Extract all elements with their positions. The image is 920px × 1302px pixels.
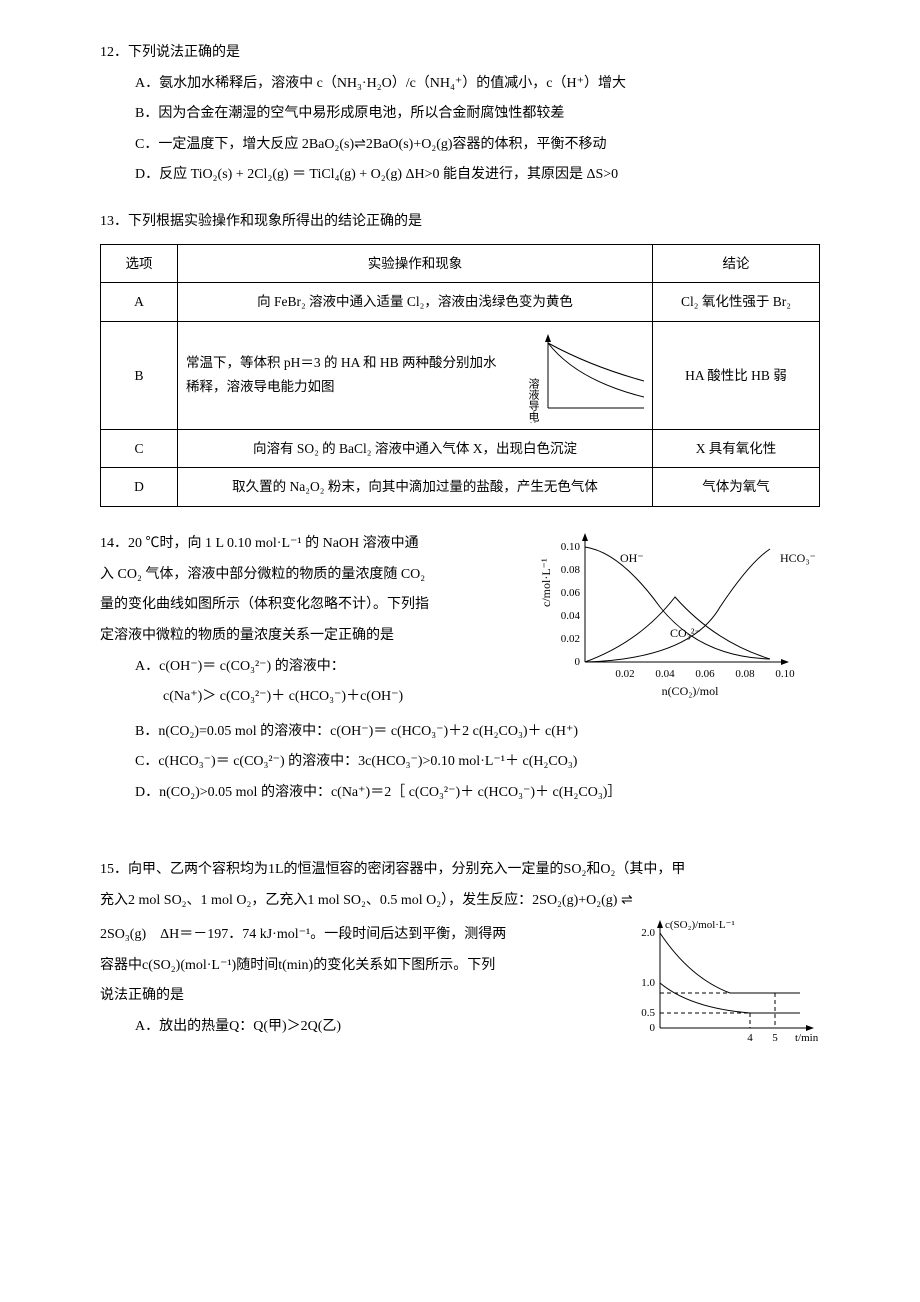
ytick-0: 0 [650,1022,656,1034]
q14-line1: 14．20 ℃时，向 1 L 0.10 mol·L⁻¹ 的 NaOH 溶液中通 [100,531,530,558]
q13-stem-text: 下列根据实验操作和现象所得出的结论正确的是 [128,214,422,229]
th-operation: 实验操作和现象 [178,244,653,283]
ha-curve [548,343,644,388]
cell-a-res: Cl₂ 氧化性强于 Br₂ [653,283,820,322]
x-label: n(CO₂)/mol [662,684,720,698]
q14-line3: 量的变化曲线如图所示（体积变化忽略不计）。下列指 [100,592,530,619]
question-15: 15．向甲、乙两个容积均为1L的恒温恒容的密闭容器中，分别充入一定量的SO₂和O… [100,857,820,1053]
q15-chart: 0 0.5 1.0 2.0 4 5 t/min c(SO₂)/mol·L⁻¹ [620,918,820,1053]
q12-number: 12． [100,45,128,60]
hco3-label: HCO₃⁻ [780,551,816,565]
cell-b-key: B [101,321,178,429]
xtick-5: 0.10 [775,668,795,680]
ytick-1: 1.0 [641,977,655,989]
table-row: C 向溶有 SO₂ 的 BaCl₂ 溶液中通入气体 X，出现白色沉淀 X 具有氧… [101,429,820,468]
hco3-curve [585,549,770,662]
q14-number: 14． [100,536,128,551]
q15-line3: 2SO₃(g) ΔH＝－197．74 kJ·mol⁻¹。一段时间后达到平衡，测得… [100,922,610,949]
xtick-4: 4 [747,1032,753,1044]
th-conclusion: 结论 [653,244,820,283]
cell-d-key: D [101,468,178,507]
cell-a-op: 向 FeBr₂ 溶液中通入适量 Cl₂，溶液由浅绿色变为黄色 [178,283,653,322]
y-arrow-icon [545,334,551,342]
xtick-5: 5 [772,1032,778,1044]
cell-b-res: HA 酸性比 HB 弱 [653,321,820,429]
cell-d-op: 取久置的 Na₂O₂ 粉末，向其中滴加过量的盐酸，产生无色气体 [178,468,653,507]
cell-d-res: 气体为氧气 [653,468,820,507]
y-label: c(SO₂)/mol·L⁻¹ [665,919,735,931]
q13-number: 13． [100,214,128,229]
q12-opt-b: B．因为合金在潮湿的空气中易形成原电池，所以合金耐腐蚀性都较差 [100,101,820,128]
top-curve [660,933,800,993]
oh-label: OH⁻ [620,551,644,565]
xtick-3: 0.06 [695,668,715,680]
q15-line5: 说法正确的是 [100,983,610,1010]
y-label: c/mol·L⁻¹ [540,558,553,607]
q15-line1: 15．向甲、乙两个容积均为1L的恒温恒容的密闭容器中，分别充入一定量的SO₂和O… [100,857,820,884]
x-arrow-icon [806,1025,814,1031]
bot-curve [660,983,800,1013]
ytick-2: 2.0 [641,927,655,939]
question-13: 13．下列根据实验操作和现象所得出的结论正确的是 选项 实验操作和现象 结论 A… [100,209,820,507]
co3-label: CO₃²⁻ [670,626,701,640]
ytick-3: 0.06 [561,587,581,599]
q14-chart: 0 0.02 0.04 0.06 0.08 0.10 0.02 0.04 0.0… [540,527,820,702]
oh-curve [585,547,770,659]
cell-a-key: A [101,283,178,322]
ytick-1: 0.02 [561,633,580,645]
q14-opt-c: C．c(HCO₃⁻)＝ c(CO₃²⁻) 的溶液中：3c(HCO₃⁻)>0.10… [100,749,820,776]
q14-line2: 入 CO₂ 气体，溶液中部分微粒的物质的量浓度随 CO₂ [100,562,530,589]
q12-opt-a: A．氨水加水稀释后，溶液中 c（NH₃·H₂O）/c（NH₄⁺）的值减小，c（H… [100,71,820,98]
table-header-row: 选项 实验操作和现象 结论 [101,244,820,283]
q15-line2: 充入2 mol SO₂、1 mol O₂，乙充入1 mol SO₂、0.5 mo… [100,888,820,915]
th-option: 选项 [101,244,178,283]
question-14: 14．20 ℃时，向 1 L 0.10 mol·L⁻¹ 的 NaOH 溶液中通 … [100,527,820,806]
q15-number: 15． [100,862,128,877]
cell-c-res: X 具有氧化性 [653,429,820,468]
y-arrow-icon [657,920,663,928]
q12-opt-d: D．反应 TiO₂(s) + 2Cl₂(g) ＝ TiCl₄(g) + O₂(g… [100,162,820,189]
q13-table: 选项 实验操作和现象 结论 A 向 FeBr₂ 溶液中通入适量 Cl₂，溶液由浅… [100,244,820,508]
ytick-0: 0 [575,656,581,668]
q15-opt-a: A．放出的热量Q：Q(甲)＞2Q(乙) [100,1014,610,1041]
q12-stem: 12．下列说法正确的是 [100,40,820,67]
q14-opt-d: D．n(CO₂)>0.05 mol 的溶液中：c(Na⁺)＝2［ c(CO₃²⁻… [100,780,820,807]
y-arrow-icon [582,533,588,541]
x-arrow-icon [781,659,789,665]
question-12: 12．下列说法正确的是 A．氨水加水稀释后，溶液中 c（NH₃·H₂O）/c（N… [100,40,820,189]
table-row: B 常温下，等体积 pH＝3 的 HA 和 HB 两种酸分别加水稀释，溶液导电能… [101,321,820,429]
q14-opt-a2: c(Na⁺)＞ c(CO₃²⁻)＋ c(HCO₃⁻)＋c(OH⁻) [100,684,530,711]
ytick-2: 0.04 [561,610,581,622]
cell-c-op: 向溶有 SO₂ 的 BaCl₂ 溶液中通入气体 X，出现白色沉淀 [178,429,653,468]
ytick-05: 0.5 [641,1007,655,1019]
y-label: 溶液导电能力 [527,377,540,423]
q14-opt-b: B．n(CO₂)=0.05 mol 的溶液中：c(OH⁻)＝ c(HCO₃⁻)＋… [100,719,820,746]
cell-b-text: 常温下，等体积 pH＝3 的 HA 和 HB 两种酸分别加水稀释，溶液导电能力如… [186,351,503,400]
q14-line4: 定溶液中微粒的物质的量浓度关系一定正确的是 [100,623,530,650]
x-label: t/min [795,1032,819,1044]
q13-stem: 13．下列根据实验操作和现象所得出的结论正确的是 [100,209,820,236]
q14-opt-a1: A．c(OH⁻)＝ c(CO₃²⁻) 的溶液中： [100,654,530,681]
ytick-5: 0.10 [561,541,581,553]
xtick-4: 0.08 [735,668,755,680]
table-row: A 向 FeBr₂ 溶液中通入适量 Cl₂，溶液由浅绿色变为黄色 Cl₂ 氧化性… [101,283,820,322]
xtick-1: 0.02 [615,668,634,680]
q12-stem-text: 下列说法正确的是 [128,45,240,60]
xtick-2: 0.04 [655,668,675,680]
hb-curve [548,343,644,403]
q15-line4: 容器中c(SO₂)(mol·L⁻¹)随时间t(min)的变化关系如下图所示。下列 [100,953,610,980]
q13-b-chart: 溶液导电能力 溶液体积 HA HB [513,328,644,423]
cell-c-key: C [101,429,178,468]
cell-b-op: 常温下，等体积 pH＝3 的 HA 和 HB 两种酸分别加水稀释，溶液导电能力如… [178,321,653,429]
q12-opt-c: C．一定温度下，增大反应 2BaO₂(s)⇌2BaO(s)+O₂(g)容器的体积… [100,132,820,159]
table-row: D 取久置的 Na₂O₂ 粉末，向其中滴加过量的盐酸，产生无色气体 气体为氧气 [101,468,820,507]
ytick-4: 0.08 [561,564,581,576]
